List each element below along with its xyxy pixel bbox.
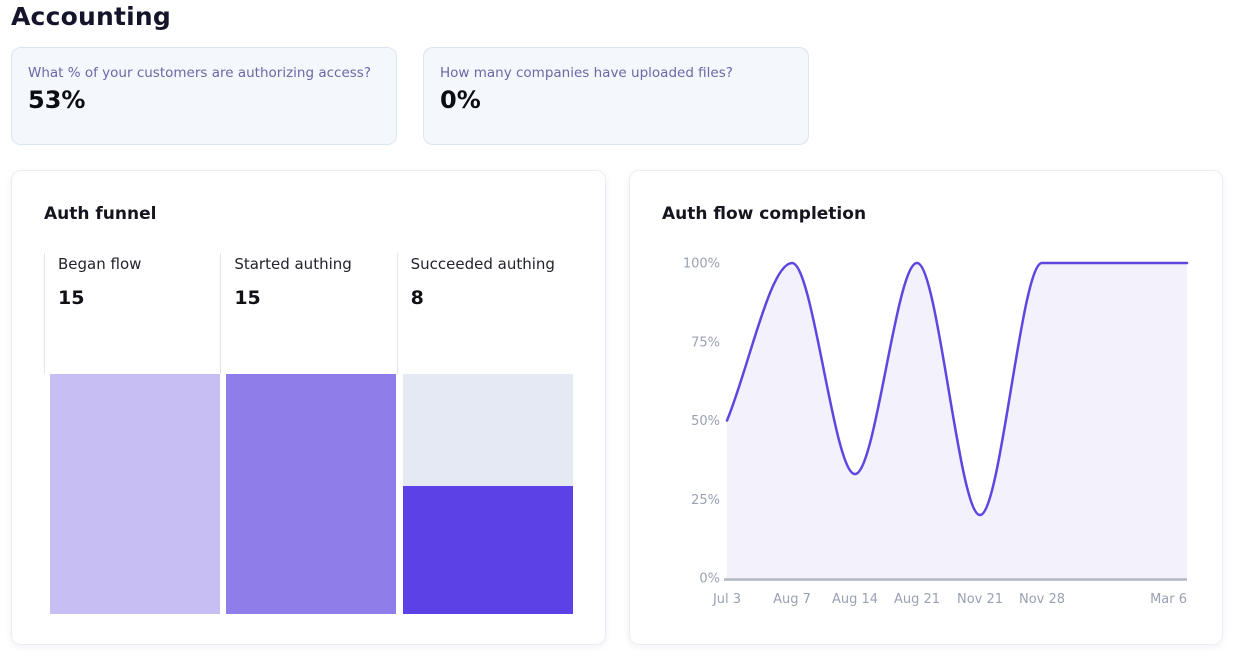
x-axis-tick-label: Mar 6 <box>1150 592 1187 607</box>
auth-flow-completion-chart: 0% 25% 50% 75% 100% Jul 3 Aug 7 Aug 14 Aug 21 Nov… <box>683 257 1189 607</box>
funnel-step-header: Succeeded authing 8 <box>396 253 573 374</box>
stat-card-authorizing-access: What % of your customers are authorizing… <box>11 47 397 145</box>
stat-value: 53% <box>28 86 86 114</box>
page-title: Accounting <box>11 2 171 31</box>
stat-value: 0% <box>440 86 481 114</box>
auth-funnel-card: Auth funnel Began flow 15 Started authin… <box>11 170 606 645</box>
auth-flow-completion-card: Auth flow completion 0% 25% 50% 75% 100% Jul … <box>629 170 1223 645</box>
x-axis-tick-label: Jul 3 <box>712 592 741 607</box>
charts-row: Auth funnel Began flow 15 Started authin… <box>11 170 1224 645</box>
funnel-step-bar <box>226 374 397 614</box>
auth-funnel-title: Auth funnel <box>44 204 157 224</box>
funnel-step-value: 15 <box>234 287 261 309</box>
funnel-step-value: 8 <box>410 287 424 309</box>
y-axis-tick-label: 0% <box>699 572 720 587</box>
completion-area <box>727 263 1187 578</box>
funnel-step-value: 15 <box>58 287 85 309</box>
funnel-step-label: Succeeded authing <box>410 255 555 273</box>
y-axis-tick-label: 75% <box>691 335 720 350</box>
funnel-step-bar <box>402 374 573 614</box>
y-axis-tick-label: 25% <box>691 493 720 508</box>
funnel-step-label: Began flow <box>58 255 142 273</box>
x-axis-tick-label: Nov 21 <box>957 592 1003 607</box>
funnel-step-bar-fill <box>50 374 220 614</box>
funnel-step-bar-fill <box>402 486 573 614</box>
x-axis-tick-label: Aug 14 <box>832 592 878 607</box>
funnel-step-began-flow: Began flow 15 <box>44 253 220 614</box>
stat-question: What % of your customers are authorizing… <box>28 65 371 81</box>
completion-line <box>725 261 1189 517</box>
funnel-step-bar-fill <box>226 374 397 614</box>
stats-row: What % of your customers are authorizing… <box>11 47 1224 145</box>
y-axis-tick-label: 100% <box>683 257 720 272</box>
funnel-step-bar <box>50 374 220 614</box>
stat-card-uploaded-files: How many companies have uploaded files? … <box>423 47 809 145</box>
funnel-step-label: Started authing <box>234 255 352 273</box>
x-axis-tick-label: Aug 7 <box>773 592 811 607</box>
funnel-step-header: Began flow 15 <box>44 253 220 374</box>
funnel-step-header: Started authing 15 <box>220 253 396 374</box>
funnel-step-started-authing: Started authing 15 <box>220 253 397 614</box>
funnel-step-succeeded-authing: Succeeded authing 8 <box>396 253 573 614</box>
stat-question: How many companies have uploaded files? <box>440 65 733 81</box>
y-axis-tick-label: 50% <box>691 414 720 429</box>
x-axis-tick-label: Aug 21 <box>894 592 940 607</box>
auth-funnel-chart: Began flow 15 Started authing 15 <box>44 253 573 614</box>
auth-flow-completion-title: Auth flow completion <box>662 204 867 224</box>
x-axis-tick-label: Nov 28 <box>1019 592 1065 607</box>
